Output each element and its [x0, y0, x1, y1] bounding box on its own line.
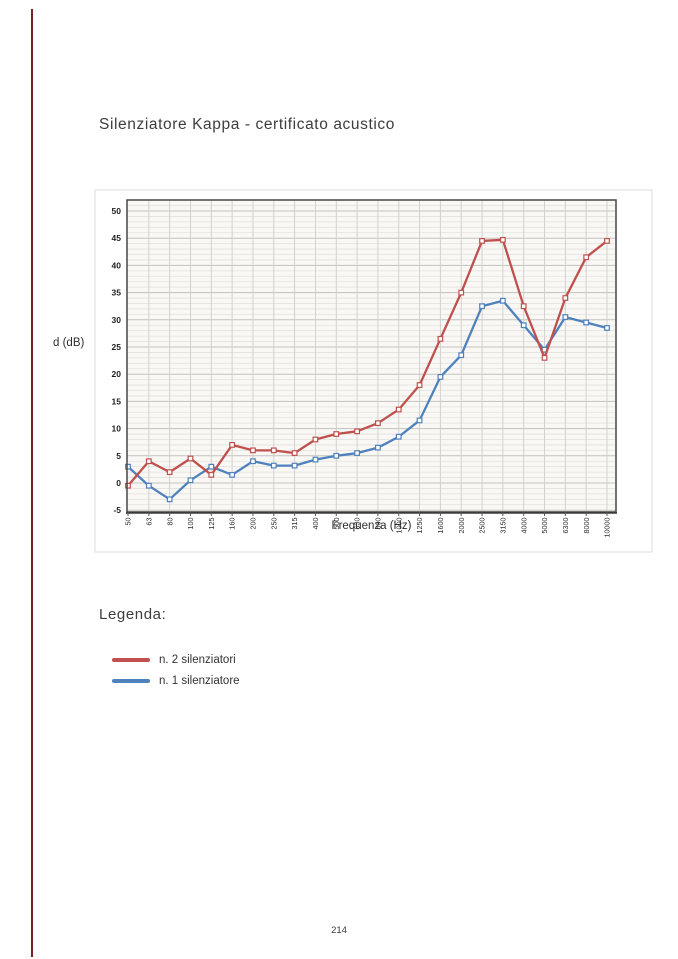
svg-text:5000: 5000	[540, 518, 549, 534]
svg-text:5: 5	[116, 451, 121, 461]
series-blue-1-silenziatore	[125, 297, 610, 503]
svg-text:3150: 3150	[498, 518, 507, 534]
series-red-2-silenziatori	[125, 236, 610, 489]
svg-text:63: 63	[144, 518, 153, 526]
svg-text:250: 250	[269, 518, 278, 530]
svg-text:0: 0	[116, 478, 121, 488]
svg-text:315: 315	[290, 518, 299, 530]
svg-text:1250: 1250	[415, 518, 424, 534]
svg-text:100: 100	[186, 518, 195, 530]
svg-text:8000: 8000	[582, 518, 591, 534]
x-axis-ticks	[127, 512, 608, 516]
legend-item-series-1: n. 1 silenziatore	[112, 675, 240, 687]
svg-text:50: 50	[124, 518, 133, 526]
y-axis-title: d (dB)	[53, 337, 85, 349]
svg-text:160: 160	[228, 518, 237, 530]
svg-text:10: 10	[112, 424, 122, 434]
svg-text:1600: 1600	[436, 518, 445, 534]
svg-text:-5: -5	[113, 505, 121, 515]
legend-label-1: n. 1 silenziatore	[159, 675, 240, 687]
svg-text:35: 35	[112, 288, 122, 298]
legend-swatch-1	[112, 679, 150, 683]
svg-text:1000: 1000	[394, 518, 403, 534]
legend-item-series-2: n. 2 silenziatori	[112, 654, 236, 666]
svg-text:2500: 2500	[478, 518, 487, 534]
svg-text:40: 40	[112, 260, 122, 270]
x-axis-category-labels: 50 63 80 100 125 160 200 250 315 400 500 630 800 1000…	[124, 518, 612, 538]
svg-text:10000: 10000	[603, 518, 612, 538]
plot-area	[127, 200, 616, 512]
svg-text:400: 400	[311, 518, 320, 530]
chart-frame	[94, 189, 653, 553]
legend-heading: Legenda:	[99, 606, 167, 623]
svg-text:25: 25	[112, 342, 122, 352]
legend-label-0: n. 2 silenziatori	[159, 654, 236, 666]
svg-text:630: 630	[353, 518, 362, 530]
x-axis-title: Frequenza (Hz)	[331, 520, 412, 532]
svg-text:4000: 4000	[519, 518, 528, 534]
svg-text:20: 20	[112, 369, 122, 379]
page-left-accent-bar	[31, 9, 33, 957]
page-title: Silenziatore Kappa - certificato acustic…	[99, 116, 395, 133]
svg-text:80: 80	[165, 518, 174, 526]
svg-text:15: 15	[112, 396, 122, 406]
page-number: 214	[331, 925, 347, 936]
svg-text:45: 45	[112, 233, 122, 243]
legend-swatch-0	[112, 658, 150, 662]
svg-text:500: 500	[332, 518, 341, 530]
svg-text:6300: 6300	[561, 518, 570, 534]
svg-text:30: 30	[112, 315, 122, 325]
svg-text:200: 200	[249, 518, 258, 530]
svg-text:800: 800	[374, 518, 383, 530]
svg-text:2000: 2000	[457, 518, 466, 534]
svg-text:125: 125	[207, 518, 216, 530]
svg-text:50: 50	[112, 206, 122, 216]
